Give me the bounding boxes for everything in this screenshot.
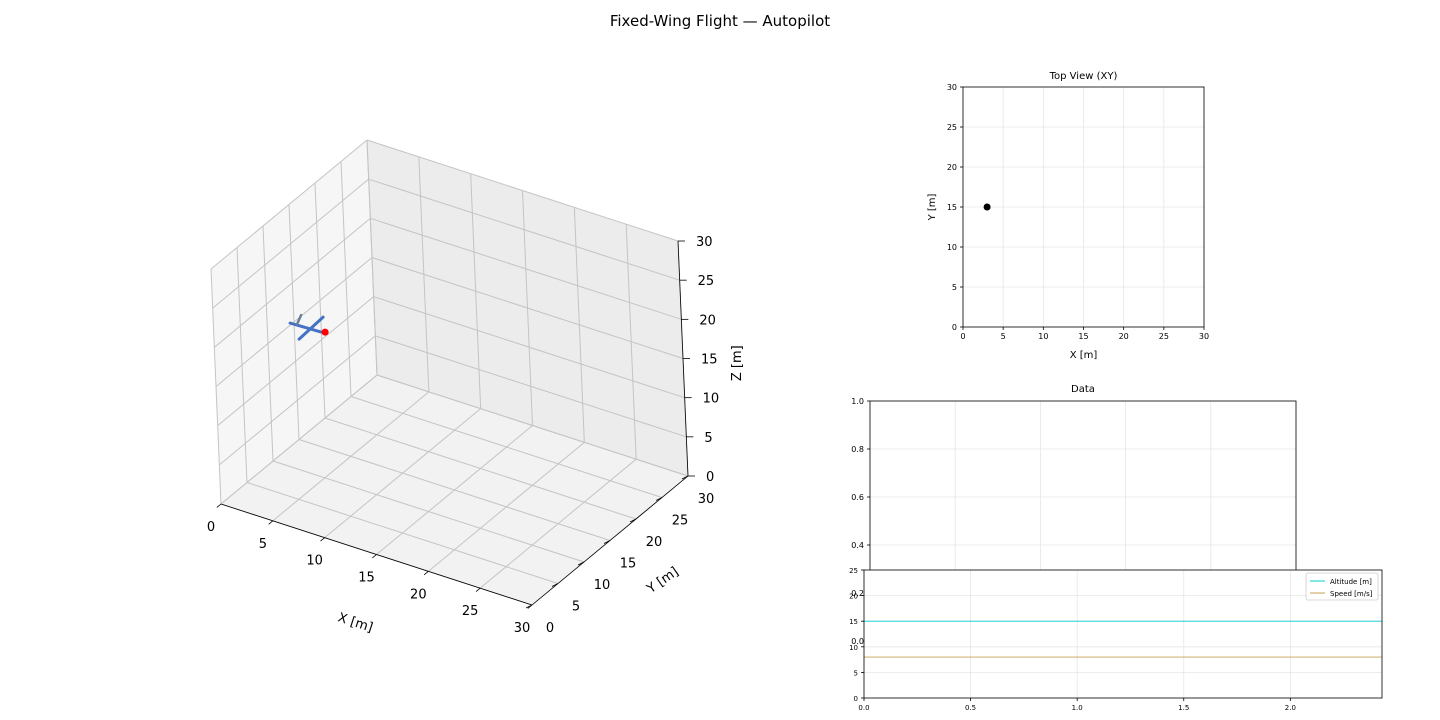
y-tick-mark [551,583,559,587]
y-tick-label: 10 [594,578,611,593]
axes-frame [863,569,1383,699]
y-tick-label: 0.8 [851,445,864,454]
y-tick-label: 10 [947,243,957,252]
x-tick-label: 30 [1199,332,1209,341]
x-tick-label: 25 [1159,332,1169,341]
y-tick-label: 20 [646,535,663,550]
y-tick-mark [603,540,611,544]
y-tick-mark [525,604,533,609]
x-tick-label: 0 [960,332,965,341]
x-tick-mark [320,537,325,542]
x-tick-label: 2.0 [1285,704,1296,712]
y-tick-label: 0 [546,621,554,636]
x-tick-mark [268,520,274,525]
x-tick-label: 1.0 [1072,704,1083,712]
top-view-ylabel: Y [m] [927,193,938,221]
y-tick-label: 5 [572,600,580,615]
z-tick-label: 30 [696,235,713,250]
top-view-title: Top View (XY) [1049,71,1118,82]
y-tick-label: 30 [947,83,957,92]
gridline [368,178,680,281]
y-tick-label: 25 [672,514,689,529]
x-tick-label: 10 [306,554,323,569]
y-tick-label: 5 [952,283,957,292]
x-tick-label: 0.0 [858,704,869,712]
x-tick-label: 5 [259,537,267,552]
y-tick-label: 30 [698,492,715,507]
z-tick-label: 25 [698,274,715,289]
axes-top-view: 0 5 10 15 20 25 30 0 5 10 15 20 25 30 Top View (XY) X [… [927,71,1209,361]
x-tick-label: 30 [514,621,531,636]
gridline [366,139,378,376]
x-tick-mark [216,503,222,508]
gridline [212,178,369,309]
y-tick-label: 20 [947,163,957,172]
y-tick-label: 1.0 [851,397,864,406]
x-axis-label: X [m] [336,610,375,635]
legend-label: Speed [m/s] [1330,590,1373,598]
top-view-xlabel: X [m] [1070,350,1098,361]
x-tick-label: 20 [1119,332,1129,341]
axes-timeseries: 0.0 0.5 1.0 1.5 2.0 0 5 10 15 20 25 Altitude [m] Spe… [849,567,1383,712]
y-tick-label: 15 [620,557,637,572]
x-tick-mark [423,571,429,576]
y-tick-mark [577,561,585,566]
aircraft-tail [295,313,303,326]
aircraft-fuselage [288,321,323,334]
x-tick-label: 5 [1001,332,1006,341]
y-tick-mark [629,518,637,523]
y-tick-label: 0.6 [851,493,864,502]
y-tick-label: 10 [849,644,858,652]
x-tick-label: 15 [1078,332,1088,341]
legend-label: Altitude [m] [1330,578,1372,586]
z-tick-label: 10 [703,392,720,407]
x-tick-mark [372,554,377,559]
y-tick-label: 20 [849,593,858,601]
y-tick-label: 0.0 [851,637,864,646]
y-tick-label: 15 [849,618,858,626]
z-tick-label: 5 [704,431,712,446]
axes-frame [962,86,1205,328]
data-panel-title: Data [1071,384,1095,395]
gridline [210,139,368,270]
y-tick-mark [681,475,689,480]
gridline [366,139,679,242]
x-tick-mark [475,587,481,592]
plot-area [864,570,1382,698]
y-axis-label: Y [m] [644,564,682,597]
y-tick-label: 0.4 [851,541,864,550]
y-tick-label: 15 [947,203,957,212]
x-tick-label: 1.5 [1178,704,1189,712]
gridline [350,396,663,498]
y-tick-label: 5 [854,669,858,677]
y-tick-label: 0 [854,695,858,703]
z-tick-label: 15 [701,353,718,368]
z-tick-label: 20 [699,313,716,328]
z-tick-label: 0 [706,470,714,485]
x-tick-label: 0 [207,520,215,535]
y-tick-label: 25 [849,567,858,575]
y-tick-label: 0 [952,323,957,332]
axes-3d: 0 5 10 15 20 25 30 0 5 10 15 20 25 30 0 5 10 15 20 25 30 X [m… [207,139,745,636]
y-tick-label: 25 [947,123,957,132]
x-tick-label: 25 [462,604,479,619]
z-axis-label: Z [m] [730,345,745,381]
figure-title: Fixed-Wing Flight — Autopilot [610,12,830,30]
x-tick-label: 0.5 [965,704,976,712]
gridline [376,374,689,477]
position-point [983,203,991,211]
x-tick-label: 15 [358,571,375,586]
x-tick-label: 20 [410,587,427,602]
y-tick-label: 0.2 [851,589,864,598]
x-tick-label: 10 [1038,332,1048,341]
aircraft-position-marker [321,328,329,336]
y-tick-mark [655,497,663,501]
